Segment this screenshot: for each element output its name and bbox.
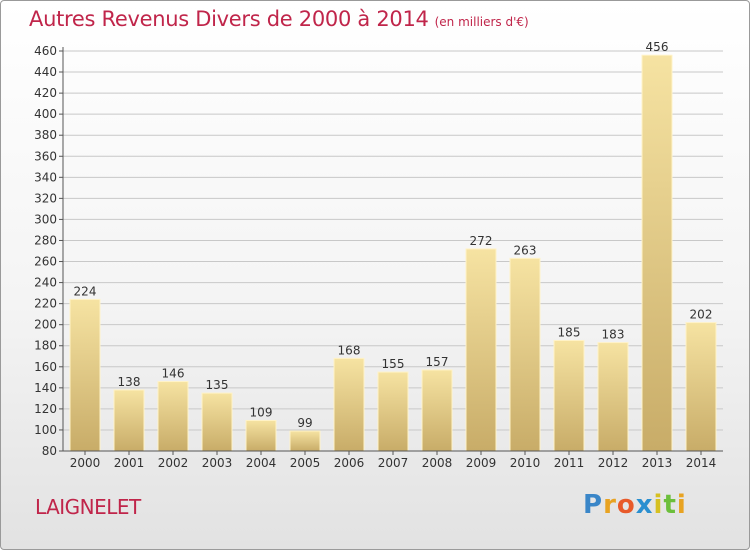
y-tick-label: 420 (34, 86, 57, 100)
bar (465, 248, 497, 452)
y-tick-label: 320 (34, 191, 57, 205)
x-tick-label: 2002 (158, 456, 189, 470)
y-tick-label: 380 (34, 128, 57, 142)
logo-letter: t (663, 490, 677, 520)
y-tick-label: 400 (34, 107, 57, 121)
y-tick-label: 180 (34, 339, 57, 353)
bar (69, 298, 101, 452)
x-tick-label: 2013 (642, 456, 673, 470)
y-axis: 80 100 120 140 160 180 200 220 240 260 280 300 320 34… (34, 44, 64, 458)
y-tick-label: 440 (34, 65, 57, 79)
bar (157, 381, 189, 452)
logo-letter: P (583, 490, 604, 520)
value-label: 185 (558, 325, 581, 339)
logo-letter: o (616, 490, 636, 520)
x-tick-label: 2000 (70, 456, 101, 470)
x-tick-label: 2001 (114, 456, 145, 470)
bar (421, 369, 453, 452)
value-label: 155 (382, 357, 405, 371)
y-tick-label: 300 (34, 212, 57, 226)
y-tick-label: 340 (34, 170, 57, 184)
y-tick-label: 240 (34, 276, 57, 290)
value-label: 183 (602, 328, 625, 342)
bar (201, 392, 233, 452)
bar (289, 430, 321, 452)
logo-letter: r (603, 490, 617, 520)
y-tick-label: 120 (34, 402, 57, 416)
value-label: 138 (118, 375, 141, 389)
bar (377, 371, 409, 452)
value-label: 146 (162, 367, 185, 381)
y-tick-label: 200 (34, 318, 57, 332)
bar (685, 322, 717, 452)
y-tick-label: 80 (42, 444, 57, 458)
value-label: 263 (514, 243, 537, 257)
value-label: 157 (426, 355, 449, 369)
logo-letter: i (676, 490, 687, 520)
bar (509, 257, 541, 452)
value-label: 272 (470, 234, 493, 248)
bar (641, 54, 673, 452)
y-tick-label: 360 (34, 149, 57, 163)
title-unit: (en milliers d'€) (434, 15, 529, 29)
chart-title: Autres Revenus Divers de 2000 à 2014 (en … (29, 7, 529, 31)
bar (597, 342, 629, 452)
bar (333, 357, 365, 452)
x-tick-label: 2009 (466, 456, 497, 470)
logo-letter: i (653, 490, 664, 520)
bars: 224 138 146 135 109 99 168 155 157 272 263 185 183 45… (69, 40, 717, 452)
x-tick-label: 2004 (246, 456, 277, 470)
x-tick-label: 2005 (290, 456, 321, 470)
x-tick-label: 2011 (554, 456, 585, 470)
y-tick-label: 140 (34, 381, 57, 395)
value-label: 99 (297, 416, 312, 430)
proxiti-logo[interactable]: Proxiti (583, 490, 687, 520)
value-label: 202 (690, 308, 713, 322)
logo-letter: x (635, 490, 654, 520)
x-tick-label: 2003 (202, 456, 233, 470)
y-tick-label: 280 (34, 233, 57, 247)
bar (113, 389, 145, 452)
x-tick-label: 2008 (422, 456, 453, 470)
bar (245, 419, 277, 452)
y-tick-label: 460 (34, 44, 57, 58)
x-tick-label: 2014 (686, 456, 717, 470)
value-label: 109 (250, 405, 273, 419)
bar (553, 339, 585, 452)
y-tick-label: 220 (34, 297, 57, 311)
value-label: 224 (74, 284, 97, 298)
y-tick-label: 100 (34, 423, 57, 437)
title-main: Autres Revenus Divers de 2000 à 2014 (29, 7, 429, 31)
x-tick-label: 2010 (510, 456, 541, 470)
x-axis: 2000 2001 2002 2003 2004 2005 2006 2007 2008 2009… (63, 450, 723, 470)
x-tick-label: 2007 (378, 456, 409, 470)
value-label: 168 (338, 343, 361, 357)
x-tick-label: 2006 (334, 456, 365, 470)
city-name: LAIGNELET (35, 495, 141, 519)
y-tick-label: 260 (34, 255, 57, 269)
y-tick-label: 160 (34, 360, 57, 374)
value-label: 135 (206, 378, 229, 392)
value-label: 456 (646, 40, 669, 54)
x-tick-label: 2012 (598, 456, 629, 470)
